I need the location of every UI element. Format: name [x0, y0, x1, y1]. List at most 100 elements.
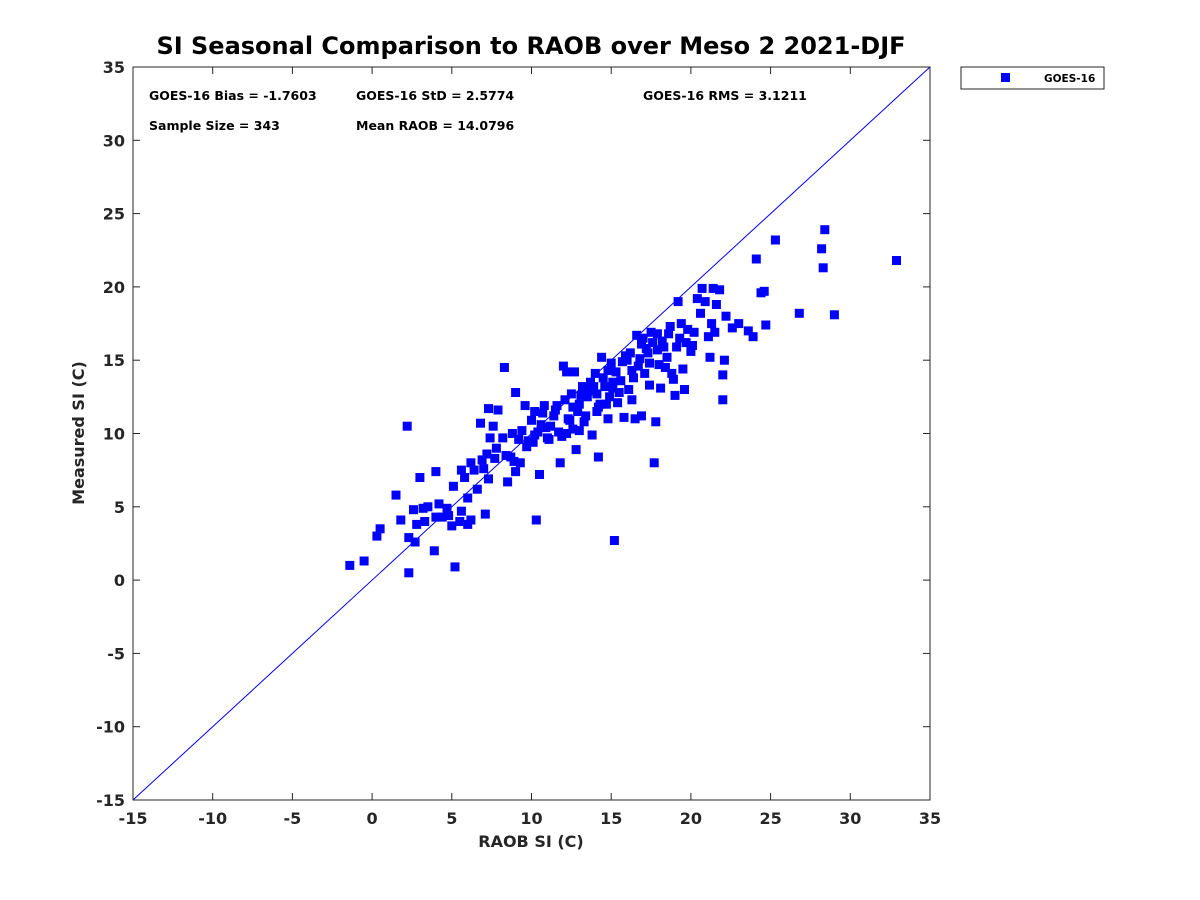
data-point — [587, 430, 597, 440]
data-point — [680, 385, 689, 394]
data-point — [660, 363, 670, 372]
y-tick-label: 20 — [103, 278, 125, 297]
x-tick-label: 35 — [919, 809, 941, 828]
data-point — [578, 382, 587, 392]
data-point — [480, 509, 490, 519]
data-points — [345, 225, 901, 578]
data-point — [665, 322, 675, 331]
data-point — [528, 437, 538, 447]
data-point — [638, 333, 648, 343]
data-point — [463, 493, 473, 503]
data-point — [718, 395, 728, 405]
y-tick-label: 5 — [114, 498, 125, 517]
x-axis-label: RAOB SI (C) — [478, 832, 583, 851]
data-point — [681, 338, 691, 348]
data-point — [581, 411, 591, 421]
data-point — [444, 511, 454, 521]
data-point — [619, 412, 629, 422]
data-point — [692, 294, 702, 304]
data-point — [635, 354, 645, 364]
data-point — [558, 361, 568, 371]
data-point — [517, 426, 527, 436]
data-point — [609, 536, 619, 545]
data-point — [629, 373, 638, 383]
data-point — [705, 352, 715, 362]
data-point — [646, 327, 656, 337]
data-point — [434, 499, 444, 509]
data-point — [552, 401, 562, 411]
data-point — [829, 310, 839, 320]
data-point — [645, 380, 654, 390]
data-point — [431, 512, 441, 522]
data-point — [637, 411, 646, 421]
data-point — [573, 407, 583, 416]
y-tick-label: 30 — [103, 131, 125, 150]
data-point — [593, 402, 603, 412]
data-point — [696, 308, 705, 318]
data-point — [707, 319, 717, 329]
data-point — [491, 443, 501, 453]
stat-bias: GOES-16 Bias = -1.7603 — [149, 88, 317, 103]
data-point — [676, 319, 686, 329]
data-point — [479, 464, 489, 474]
data-point — [608, 383, 618, 393]
y-tick-label: 35 — [103, 58, 125, 77]
y-tick-label: 0 — [114, 571, 125, 590]
stats-annotations: GOES-16 Bias = -1.7603 GOES-16 StD = 2.5… — [149, 88, 807, 133]
x-tick-label: 10 — [520, 809, 542, 828]
data-point — [450, 562, 460, 572]
data-point — [484, 474, 493, 484]
y-tick-label: 10 — [103, 425, 125, 444]
data-point — [664, 329, 674, 339]
data-point — [613, 398, 623, 408]
data-point — [466, 515, 476, 525]
y-tick-label: -15 — [96, 791, 125, 810]
data-point — [703, 332, 713, 342]
chart-title: SI Seasonal Comparison to RAOB over Meso… — [156, 32, 905, 60]
data-point — [527, 415, 536, 425]
data-point — [608, 377, 618, 387]
data-point — [659, 342, 669, 352]
data-point — [488, 421, 498, 431]
x-tick-label: 25 — [759, 809, 781, 828]
y-tick-labels: -15 -10 -5 0 5 10 15 20 25 30 35 — [96, 58, 125, 810]
data-point — [719, 355, 729, 365]
data-point — [514, 434, 524, 444]
data-point — [817, 244, 827, 254]
data-point — [539, 401, 549, 411]
legend-box — [960, 66, 1105, 90]
data-point — [593, 452, 603, 462]
data-point — [686, 346, 696, 356]
data-point — [391, 490, 401, 500]
data-point — [544, 434, 554, 444]
stat-rms: GOES-16 RMS = 3.1211 — [643, 88, 807, 103]
data-point — [675, 333, 685, 343]
data-point — [415, 473, 425, 482]
data-point — [560, 395, 570, 405]
data-point — [688, 341, 697, 350]
data-point — [455, 517, 465, 526]
data-point — [652, 345, 662, 355]
data-point — [589, 382, 599, 392]
stat-std: GOES-16 StD = 2.5774 — [356, 88, 514, 103]
y-axis-label: Measured SI (C) — [69, 361, 88, 505]
data-point — [437, 512, 447, 522]
data-point — [727, 323, 737, 333]
x-tick-label: 15 — [600, 809, 622, 828]
stat-sample-size: Sample Size = 343 — [149, 118, 280, 133]
data-point — [520, 401, 530, 411]
data-point — [546, 421, 556, 431]
data-point — [530, 407, 540, 416]
data-point — [625, 348, 635, 358]
data-point — [503, 477, 513, 487]
y-axis-ticks — [133, 66, 930, 801]
legend-marker-square-icon — [1001, 73, 1010, 82]
data-point — [509, 456, 519, 466]
data-point — [566, 389, 576, 399]
data-point — [648, 338, 658, 348]
data-point — [603, 414, 613, 424]
data-point — [598, 373, 608, 383]
data-point — [600, 382, 610, 392]
data-point — [700, 297, 710, 307]
